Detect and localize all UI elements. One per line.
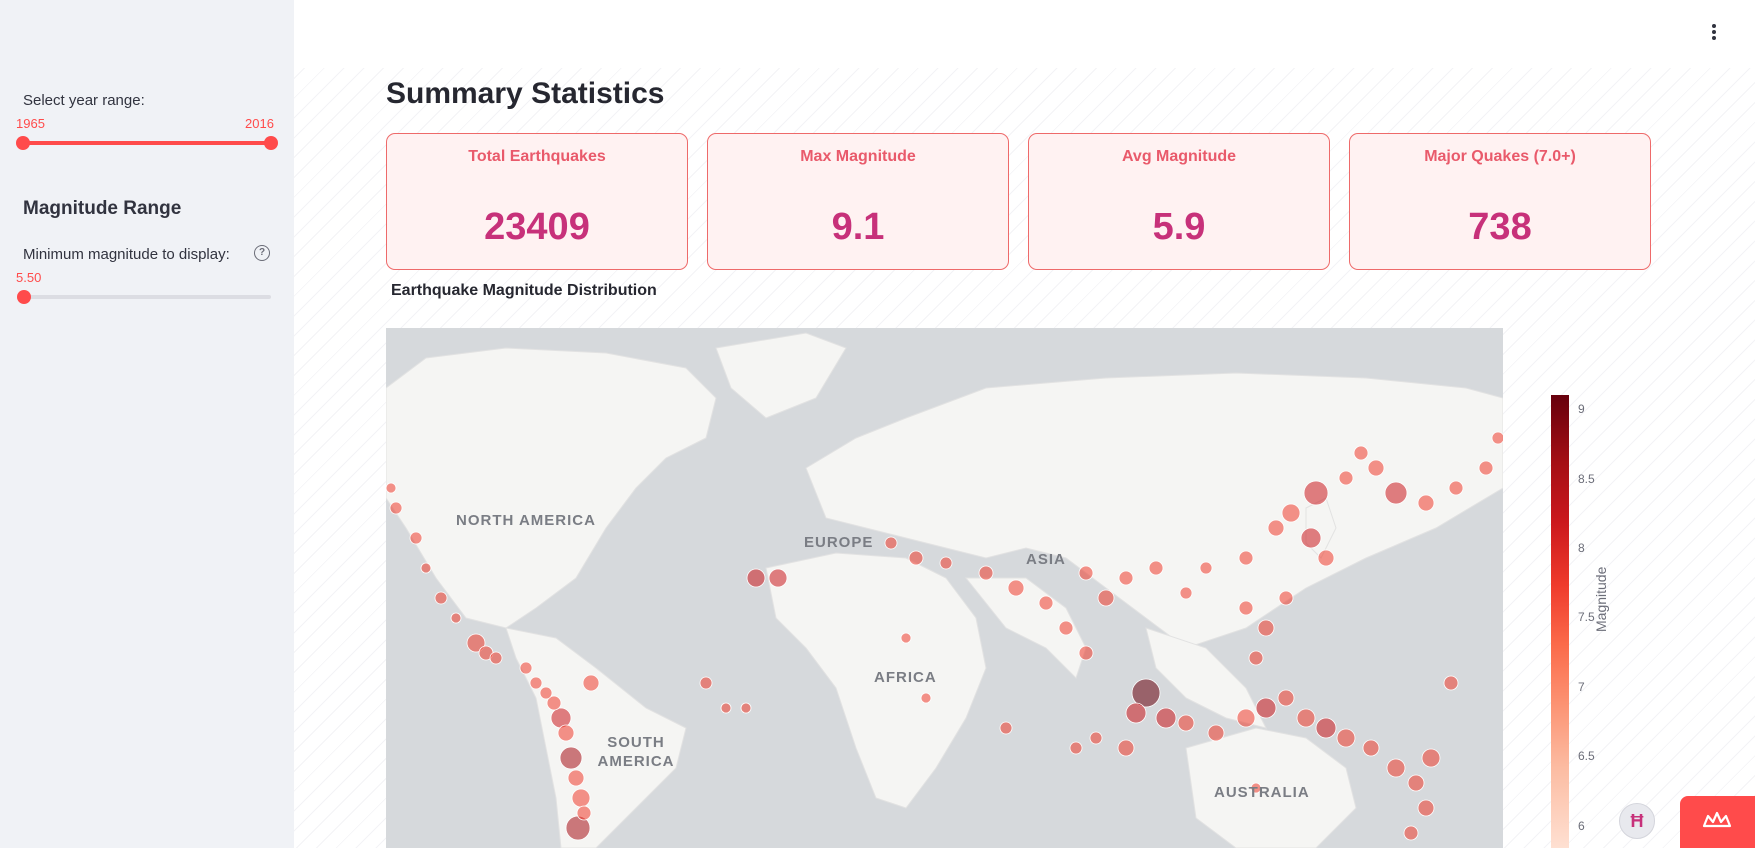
min-magnitude-track[interactable] — [23, 295, 271, 299]
magnitude-range-heading: Magnitude Range — [23, 198, 182, 219]
metric-label: Avg Magnitude — [1121, 148, 1237, 165]
metric-value: 738 — [1468, 206, 1532, 248]
year-range-track[interactable] — [23, 141, 271, 145]
year-range-min-value: 1965 — [16, 116, 45, 131]
metric-card-avg: Avg Magnitude 5.9 — [1028, 133, 1330, 270]
metric-card-total: Total Earthquakes 23409 — [386, 133, 688, 270]
colorbar-title: Magnitude — [1593, 566, 1609, 632]
metric-label: Major Quakes (7.0+) — [1424, 148, 1576, 165]
min-magnitude-thumb[interactable] — [17, 290, 31, 304]
region-label-north-america: NORTH AMERICA — [456, 512, 596, 529]
page-title: Summary Statistics — [386, 77, 665, 110]
question-circle-icon[interactable]: ? — [254, 245, 270, 261]
colorbar-tick: 8.5 — [1578, 472, 1595, 486]
region-label-africa: AFRICA — [874, 669, 937, 686]
kebab-menu-icon[interactable] — [1710, 24, 1718, 44]
colorbar-tick: 8 — [1578, 541, 1585, 555]
map-landmass — [386, 332, 1503, 848]
metric-value: 9.1 — [831, 206, 885, 248]
region-label-europe: EUROPE — [804, 534, 874, 551]
metric-card-major: Major Quakes (7.0+) 738 — [1349, 133, 1651, 270]
min-magnitude-label: Minimum magnitude to display: — [23, 246, 230, 263]
year-range-min-thumb[interactable] — [16, 136, 30, 150]
min-magnitude-value: 5.50 — [16, 270, 42, 285]
colorbar-tick: 9 — [1578, 402, 1585, 416]
magnitude-colorbar — [1551, 395, 1569, 848]
region-label-australia: AUSTRALIA — [1214, 784, 1310, 801]
main-content: Summary Statistics Total Earthquakes 234… — [294, 0, 1755, 848]
metric-label: Max Magnitude — [800, 148, 916, 165]
region-label-south-america: SOUTH AMERICA — [597, 734, 675, 770]
year-range-label: Select year range: — [23, 92, 145, 109]
earthquake-map[interactable]: NORTH AMERICA EUROPE ASIA AFRICA SOUTH A… — [386, 328, 1503, 848]
year-range-max-thumb[interactable] — [264, 136, 278, 150]
colorbar-tick: 7 — [1578, 680, 1585, 694]
sidebar: Select year range: 1965 2016 Magnitude R… — [0, 0, 294, 848]
metric-label: Total Earthquakes — [468, 148, 606, 165]
header-bar — [294, 0, 1755, 68]
metric-card-max: Max Magnitude 9.1 — [707, 133, 1009, 270]
colorbar-tick: 6.5 — [1578, 749, 1595, 763]
colorbar-tick: 7.5 — [1578, 610, 1595, 624]
colorbar-tick: 6 — [1578, 819, 1585, 833]
metric-value: 23409 — [484, 206, 590, 248]
region-label-asia: ASIA — [1026, 551, 1066, 568]
app-logo-icon[interactable]: Ħ — [1619, 803, 1655, 839]
map-title: Earthquake Magnitude Distribution — [391, 282, 657, 299]
crown-button[interactable] — [1680, 796, 1755, 848]
year-range-max-value: 2016 — [245, 116, 274, 131]
crown-icon — [1702, 811, 1732, 828]
metric-value: 5.9 — [1152, 206, 1206, 248]
